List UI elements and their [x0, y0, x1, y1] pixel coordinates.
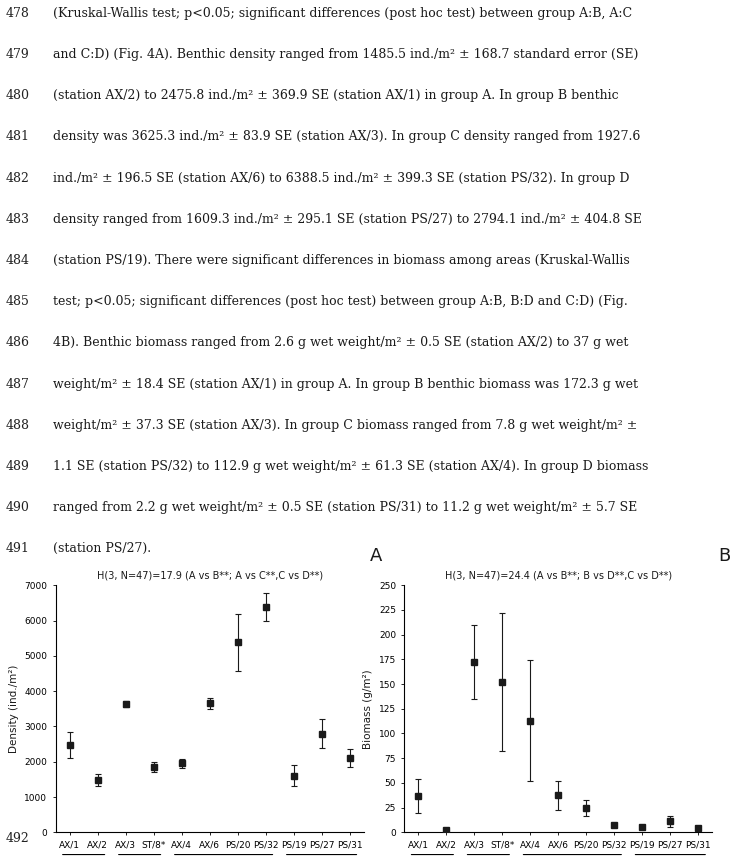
Text: ranged from 2.2 g wet weight/m² ± 0.5 SE (station PS/31) to 11.2 g wet weight/m²: ranged from 2.2 g wet weight/m² ± 0.5 SE… [53, 501, 637, 514]
Text: 489: 489 [6, 460, 30, 473]
Text: 478: 478 [6, 7, 30, 20]
Title: H(3, N=47)=24.4 (A vs B**; B vs D**,C vs D**): H(3, N=47)=24.4 (A vs B**; B vs D**,C vs… [444, 570, 672, 580]
Text: 487: 487 [6, 378, 30, 390]
Title: H(3, N=47)=17.9 (A vs B**; A vs C**,C vs D**): H(3, N=47)=17.9 (A vs B**; A vs C**,C vs… [96, 570, 323, 580]
Text: ind./m² ± 196.5 SE (station AX/6) to 6388.5 ind./m² ± 399.3 SE (station PS/32). : ind./m² ± 196.5 SE (station AX/6) to 638… [53, 172, 630, 185]
Text: 491: 491 [6, 543, 30, 555]
Text: 492: 492 [6, 832, 30, 845]
Y-axis label: Density (ind./m²): Density (ind./m²) [9, 665, 19, 753]
Text: 479: 479 [6, 48, 30, 61]
Text: test; p<0.05; significant differences (post hoc test) between group A:B, B:D and: test; p<0.05; significant differences (p… [53, 295, 628, 308]
Text: (station PS/27).: (station PS/27). [53, 543, 151, 555]
Text: 4B). Benthic biomass ranged from 2.6 g wet weight/m² ± 0.5 SE (station AX/2) to : 4B). Benthic biomass ranged from 2.6 g w… [53, 336, 628, 349]
Text: 482: 482 [6, 172, 30, 185]
Text: 483: 483 [6, 213, 30, 225]
Text: weight/m² ± 37.3 SE (station AX/3). In group C biomass ranged from 7.8 g wet wei: weight/m² ± 37.3 SE (station AX/3). In g… [53, 419, 638, 432]
Text: (station PS/19). There were significant differences in biomass among areas (Krus: (station PS/19). There were significant … [53, 254, 630, 267]
Text: 481: 481 [6, 131, 30, 143]
Text: density ranged from 1609.3 ind./m² ± 295.1 SE (station PS/27) to 2794.1 ind./m² : density ranged from 1609.3 ind./m² ± 295… [53, 213, 643, 225]
Text: 490: 490 [6, 501, 30, 514]
Text: 485: 485 [6, 295, 30, 308]
Text: 486: 486 [6, 336, 30, 349]
Text: 488: 488 [6, 419, 30, 432]
Y-axis label: Biomass (g/m²): Biomass (g/m²) [364, 669, 373, 748]
Text: 1.1 SE (station PS/32) to 112.9 g wet weight/m² ± 61.3 SE (station AX/4). In gro: 1.1 SE (station PS/32) to 112.9 g wet we… [53, 460, 649, 473]
Text: B: B [718, 547, 731, 565]
Text: A: A [370, 547, 382, 565]
Text: 484: 484 [6, 254, 30, 267]
Text: and C:D) (Fig. 4A). Benthic density ranged from 1485.5 ind./m² ± 168.7 standard : and C:D) (Fig. 4A). Benthic density rang… [53, 48, 639, 61]
Text: (Kruskal-Wallis test; p<0.05; significant differences (post hoc test) between gr: (Kruskal-Wallis test; p<0.05; significan… [53, 7, 632, 20]
Text: density was 3625.3 ind./m² ± 83.9 SE (station AX/3). In group C density ranged f: density was 3625.3 ind./m² ± 83.9 SE (st… [53, 131, 641, 143]
Text: (station AX/2) to 2475.8 ind./m² ± 369.9 SE (station AX/1) in group A. In group : (station AX/2) to 2475.8 ind./m² ± 369.9… [53, 89, 619, 102]
Text: 480: 480 [6, 89, 30, 102]
Text: weight/m² ± 18.4 SE (station AX/1) in group A. In group B benthic biomass was 17: weight/m² ± 18.4 SE (station AX/1) in gr… [53, 378, 638, 390]
